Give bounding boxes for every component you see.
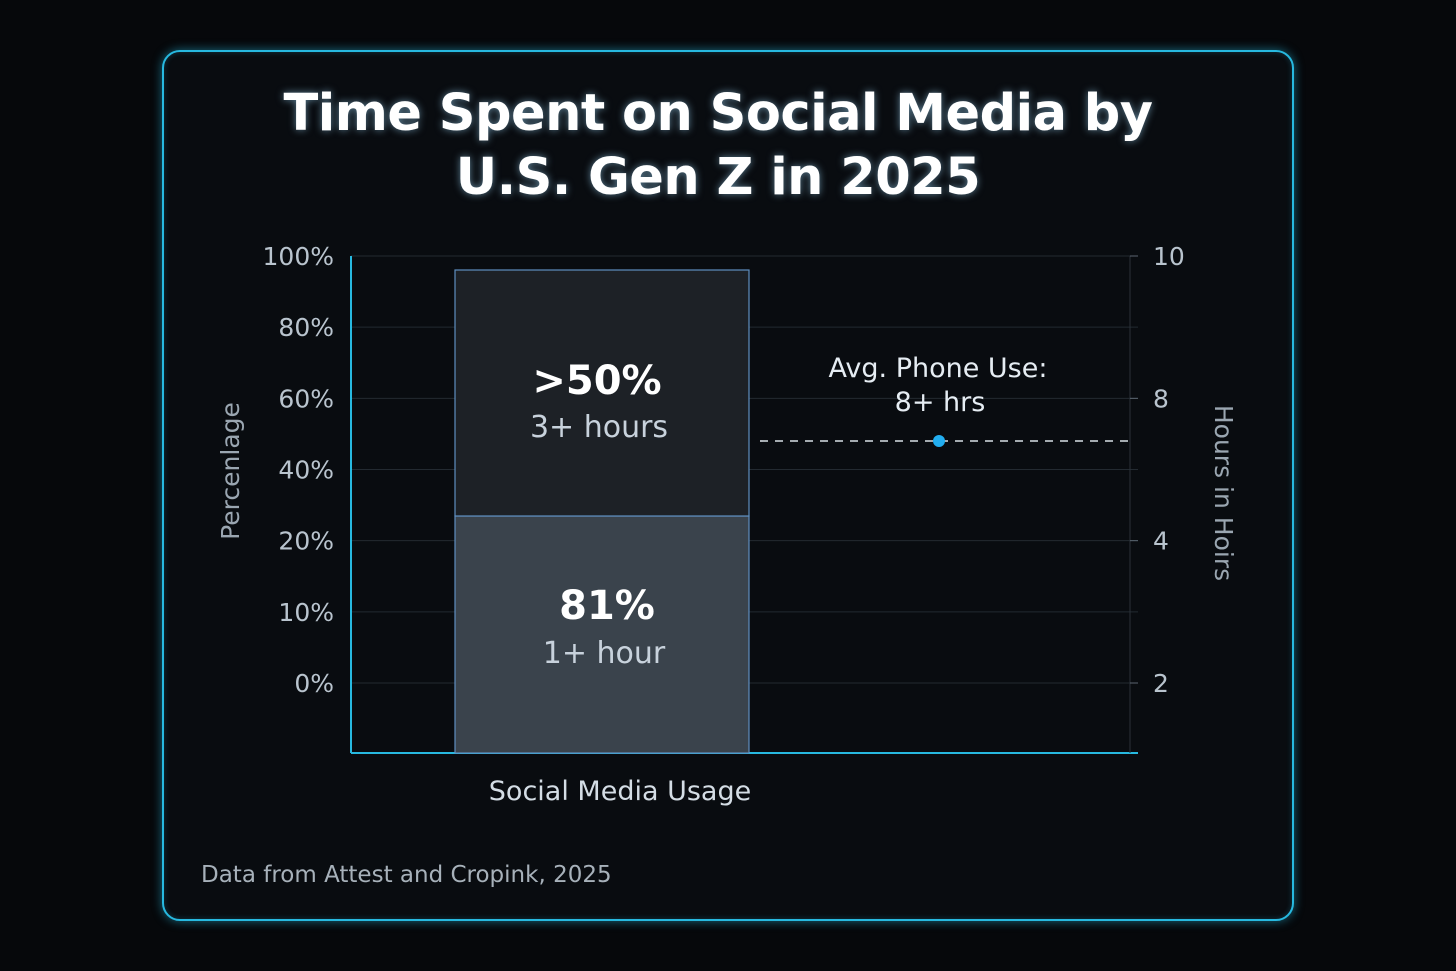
chart-title-line-1: Time Spent on Social Media by (283, 84, 1153, 143)
bar-group (454, 269, 750, 754)
segment-top-value: >50% (532, 358, 661, 404)
y-tick-right: 10 (1153, 242, 1185, 271)
y-axis-right-ticks: 10 8 4 2 (1130, 242, 1185, 698)
x-axis-title: Social Media Usage (489, 776, 751, 807)
y-tick-left: 0% (294, 669, 334, 698)
annotation-line-1: Avg. Phone Use: (829, 353, 1048, 384)
y-axis-left-ticks: 100% 80% 60% 40% 20% 10% 0% (263, 242, 334, 698)
annotation-line-2: 8+ hrs (895, 387, 986, 418)
chart-title: Time Spent on Social Media by U.S. Gen Z… (162, 82, 1274, 210)
bar-segment-3-hours (454, 269, 750, 517)
y-tick-right: 4 (1153, 527, 1169, 556)
y-tick-left: 40% (278, 456, 334, 485)
y-axis-right-title: Hours in Hoirs (1209, 405, 1238, 581)
segment-top-label: 3+ hours (530, 410, 668, 445)
y-tick-left: 80% (278, 313, 334, 342)
bar-segment-1-hour (454, 515, 750, 754)
y-tick-left: 20% (278, 527, 334, 556)
segment-bottom-label: 1+ hour (543, 636, 666, 671)
phone-use-marker (933, 435, 945, 447)
y-tick-left: 100% (263, 242, 334, 271)
y-tick-left: 60% (278, 384, 334, 413)
y-tick-right: 2 (1153, 669, 1169, 698)
y-tick-left: 10% (278, 598, 334, 627)
segment-bottom-value: 81% (559, 583, 655, 629)
chart-title-line-2: U.S. Gen Z in 2025 (455, 148, 981, 207)
source-note: Data from Attest and Cropink, 2025 (201, 862, 612, 888)
y-axis-left-title: Percenlage (216, 402, 245, 540)
annotation-reference (760, 435, 1128, 447)
y-tick-right: 8 (1153, 384, 1169, 413)
